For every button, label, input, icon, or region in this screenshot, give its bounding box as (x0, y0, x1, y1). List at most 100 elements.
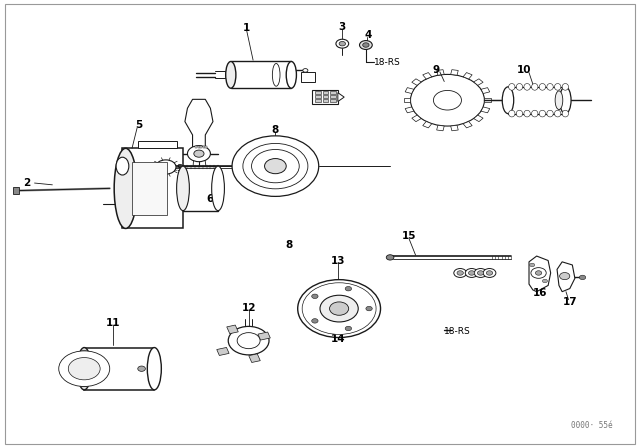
Ellipse shape (516, 83, 523, 90)
Ellipse shape (547, 83, 553, 90)
Circle shape (228, 327, 269, 355)
Circle shape (410, 74, 484, 126)
Circle shape (243, 143, 308, 189)
Bar (195, 148, 207, 158)
Text: 6: 6 (207, 194, 214, 204)
Bar (323, 91, 328, 94)
Ellipse shape (554, 110, 561, 117)
Circle shape (474, 268, 487, 277)
Ellipse shape (516, 110, 523, 117)
Bar (200, 146, 202, 148)
Ellipse shape (212, 166, 225, 211)
Polygon shape (405, 88, 414, 94)
Polygon shape (557, 262, 575, 292)
Circle shape (457, 271, 463, 275)
Circle shape (68, 358, 100, 380)
Polygon shape (423, 121, 432, 128)
Ellipse shape (532, 110, 538, 117)
Ellipse shape (116, 157, 129, 175)
Polygon shape (185, 99, 213, 148)
Bar (330, 99, 336, 102)
Circle shape (366, 306, 372, 311)
Text: 1: 1 (243, 23, 250, 33)
Circle shape (579, 275, 586, 280)
Bar (508, 87, 565, 114)
Ellipse shape (532, 83, 538, 90)
Circle shape (530, 263, 535, 267)
Bar (122, 148, 183, 228)
Text: 18-RS: 18-RS (157, 164, 184, 173)
Polygon shape (436, 125, 444, 131)
Circle shape (339, 42, 346, 46)
Circle shape (363, 43, 369, 47)
Circle shape (138, 366, 145, 371)
Ellipse shape (562, 110, 568, 117)
Polygon shape (463, 73, 472, 79)
Polygon shape (481, 88, 490, 94)
Ellipse shape (502, 87, 514, 114)
Polygon shape (404, 98, 410, 103)
Circle shape (536, 271, 541, 275)
Ellipse shape (540, 83, 545, 90)
Polygon shape (338, 93, 344, 102)
Ellipse shape (540, 110, 545, 117)
Ellipse shape (147, 348, 161, 390)
Bar (13, 188, 19, 194)
Circle shape (468, 271, 475, 275)
Text: 8: 8 (272, 125, 279, 134)
Polygon shape (474, 79, 483, 86)
Circle shape (194, 150, 204, 157)
Bar (84, 348, 154, 390)
Circle shape (75, 373, 94, 387)
Ellipse shape (562, 83, 568, 90)
Text: 4: 4 (365, 30, 372, 40)
Text: 13: 13 (331, 255, 345, 266)
Circle shape (559, 272, 570, 280)
Circle shape (531, 267, 546, 278)
Bar (330, 95, 336, 98)
Ellipse shape (524, 110, 531, 117)
Text: 0000· 55é: 0000· 55é (572, 421, 613, 430)
Polygon shape (436, 70, 444, 75)
Bar (315, 95, 321, 98)
Circle shape (312, 319, 318, 323)
Ellipse shape (547, 110, 553, 117)
Polygon shape (529, 256, 550, 292)
Circle shape (59, 351, 109, 387)
Text: 2: 2 (23, 178, 31, 188)
Text: 11: 11 (106, 318, 120, 328)
Ellipse shape (509, 110, 515, 117)
Circle shape (486, 271, 493, 275)
Ellipse shape (77, 348, 92, 390)
Ellipse shape (286, 61, 296, 88)
Polygon shape (405, 107, 414, 113)
Ellipse shape (114, 148, 137, 228)
Circle shape (360, 41, 372, 49)
Bar (227, 325, 238, 334)
Circle shape (188, 146, 211, 162)
Circle shape (232, 136, 319, 196)
Text: 16: 16 (532, 288, 547, 298)
Circle shape (422, 82, 473, 118)
Bar (198, 146, 200, 148)
Circle shape (156, 160, 176, 174)
Ellipse shape (303, 69, 308, 72)
Bar (217, 348, 229, 355)
Text: 8: 8 (286, 241, 293, 250)
Ellipse shape (177, 166, 189, 211)
Polygon shape (481, 107, 490, 113)
Ellipse shape (555, 91, 563, 110)
Polygon shape (463, 121, 472, 128)
Circle shape (454, 268, 467, 277)
Circle shape (237, 332, 260, 349)
Circle shape (433, 90, 461, 110)
Text: 17: 17 (563, 297, 577, 307)
Circle shape (330, 302, 349, 315)
Polygon shape (474, 115, 483, 122)
Bar (132, 162, 167, 215)
Polygon shape (451, 70, 458, 75)
Text: 12: 12 (241, 303, 256, 313)
Circle shape (387, 255, 394, 260)
Circle shape (264, 159, 286, 174)
Circle shape (302, 283, 376, 334)
